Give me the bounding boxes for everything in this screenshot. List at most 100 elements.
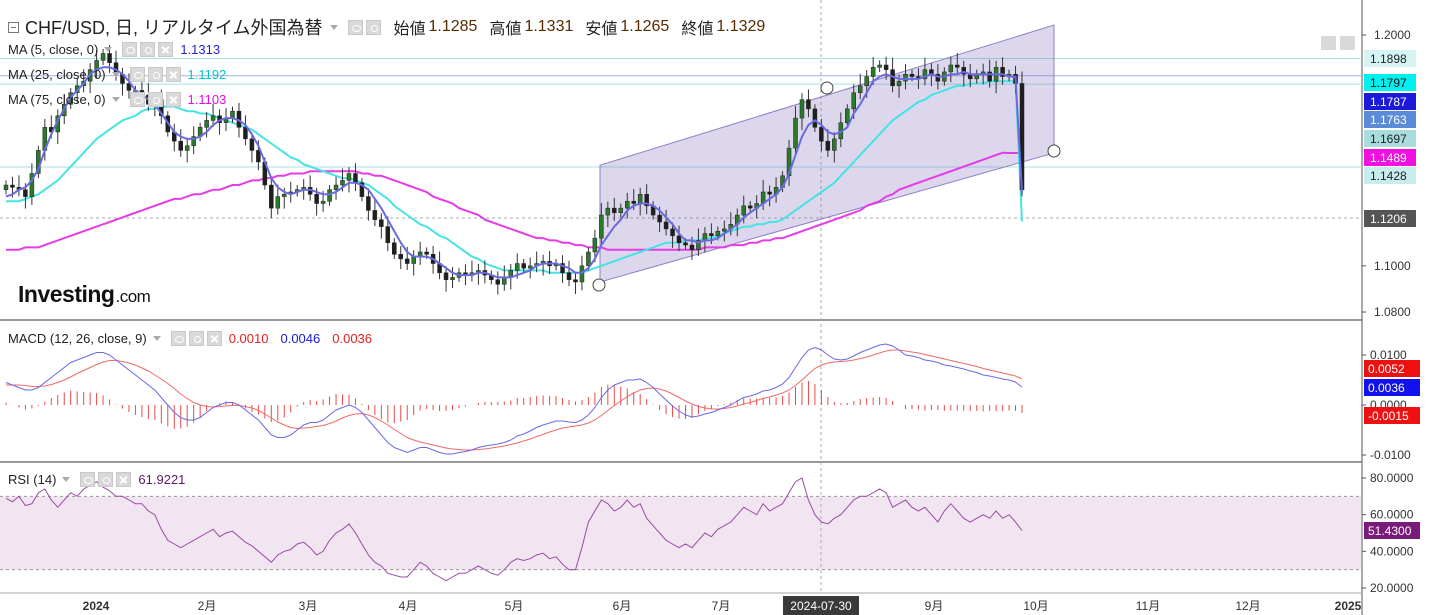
price-tag-label: 1.1797 [1370,76,1407,90]
candle-body [495,279,501,285]
candle-body [411,256,416,264]
macd-tag [1364,360,1420,377]
candle-body [126,83,132,91]
candle-body [599,214,604,239]
y-tick-label: 1.0800 [1374,305,1411,319]
price-tag-label: 1.1206 [1370,212,1407,226]
rsi-tag [1364,522,1420,539]
price-tag-label: 1.1763 [1370,113,1407,127]
x-tick-label: 2024 [83,599,110,613]
candle-body [243,127,248,140]
candle-body [696,240,701,250]
candle-body [741,205,746,216]
candle-body [877,64,882,68]
candle-body [359,182,365,197]
candle-body [372,210,378,220]
crosshair-date-tag [783,596,859,615]
candle-body [191,136,196,147]
candle-body [450,277,455,280]
candle-body [282,194,287,197]
candle-body [896,80,902,87]
y-tick-label: 0.0100 [1370,348,1407,362]
candle-body [747,205,753,209]
candle-body [709,233,714,237]
candle-body [107,53,112,63]
y-tick-label: 80.0000 [1370,471,1414,485]
candle-body [883,64,889,70]
candle-body [612,207,617,213]
price-tag-label: 1.1697 [1370,132,1407,146]
macd-tag [1364,407,1420,424]
rsi-tag-label: 51.4300 [1368,524,1412,538]
candle-body [398,254,404,260]
candle-body [922,69,928,80]
candle-body [560,263,565,274]
candle-body [832,138,837,151]
candle-body [29,173,35,197]
candle-body [379,219,384,227]
candle-body [857,85,863,93]
candle-body [845,108,850,123]
macd-tag-label: 0.0036 [1368,381,1405,395]
candle-body [502,277,507,285]
y-tick-label: 1.1000 [1374,259,1411,273]
channel-handle [592,278,606,292]
candle-body [663,221,669,230]
candle-body [230,110,235,119]
x-tick-label: 2024-07-30 [790,599,852,613]
candle-body [631,200,636,204]
candle-body [320,200,326,204]
candle-body [657,214,662,223]
candle-body [514,263,520,271]
candle-body [178,140,183,151]
candle-body [715,230,721,237]
price-tag [1364,130,1416,147]
price-tag-label: 1.1898 [1370,52,1407,66]
candle-body [586,251,591,267]
macd-tag [1364,379,1420,396]
price-tag-label: 1.1428 [1370,169,1407,183]
candle-body [392,242,397,255]
candle-body [864,76,869,87]
candle-body [618,207,624,213]
candle-body [806,99,811,110]
candle-body [573,279,578,283]
candle-body [819,127,824,142]
candle-body [210,115,216,121]
candle-body [366,196,371,211]
x-tick-label: 2025 [1335,599,1362,613]
candle-body [204,120,209,128]
candle-body [327,189,332,202]
candle-body [333,184,339,190]
candle-body [689,244,695,250]
candle-body [670,228,675,237]
price-tag [1364,93,1416,110]
candle-body [851,92,856,110]
candle-body [256,150,261,163]
candle-body [903,73,908,82]
y-tick-label: 20.0000 [1370,581,1414,595]
candle-body [385,226,391,243]
candle-body [624,200,630,209]
candle-body [605,207,611,216]
candle-body [346,173,352,181]
price-tag [1364,74,1416,91]
candle-body [23,189,28,197]
candle-body [353,173,358,183]
rsi-band [0,496,1362,570]
candle-body [100,53,106,61]
y-tick-label: -0.0100 [1370,448,1411,462]
candle-body [955,64,960,68]
price-tag [1364,50,1416,67]
candle-body [637,194,643,204]
x-tick-label: 9月 [925,599,944,613]
x-tick-label: 12月 [1235,599,1260,613]
candle-body [340,180,345,186]
ma5-line [5,66,1023,279]
candle-body [592,237,598,253]
x-tick-label: 4月 [399,599,418,613]
price-tag [1364,167,1416,184]
x-tick-label: 2月 [198,599,217,613]
price-tag [1364,210,1416,227]
